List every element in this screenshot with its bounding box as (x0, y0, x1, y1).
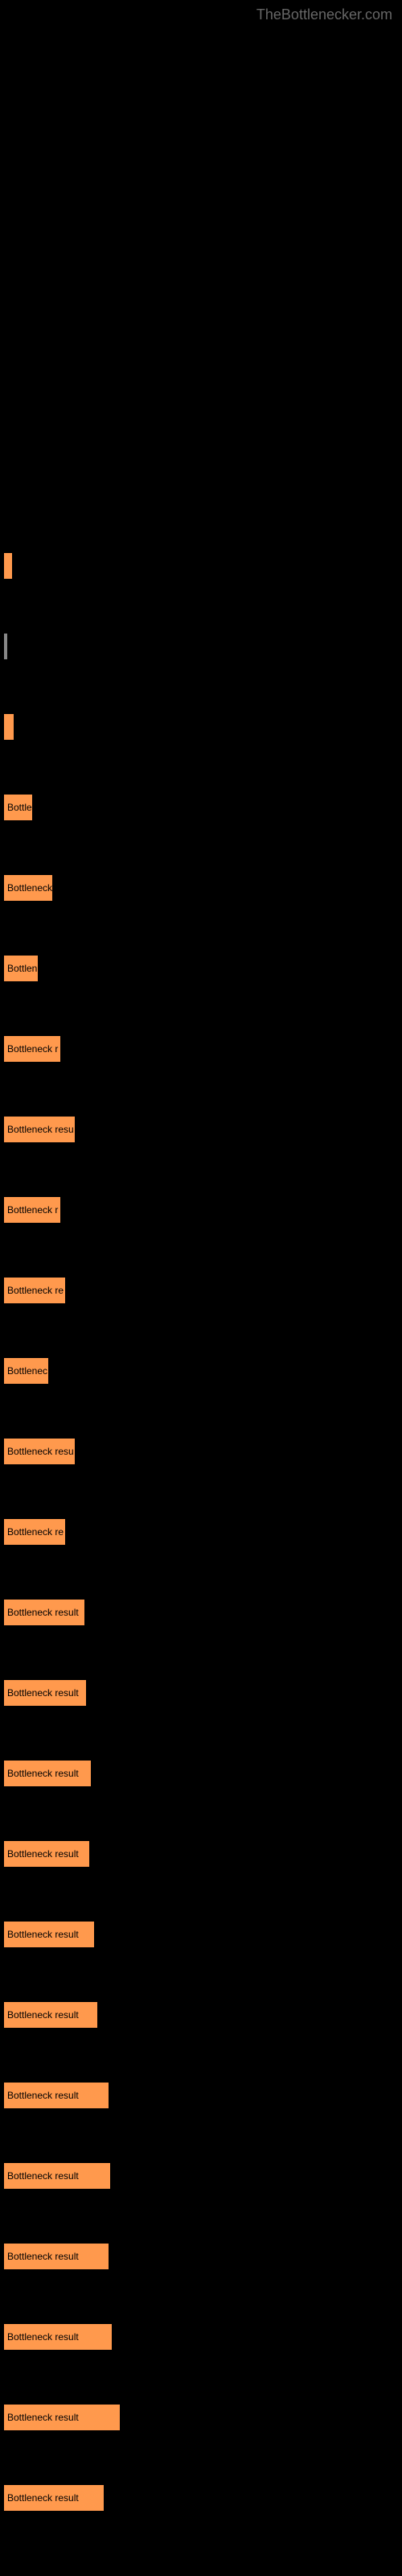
bar-row: Bottleneck result (4, 2002, 402, 2028)
bar: Bottleneck (4, 875, 52, 901)
bar-row: Bottleneck result (4, 1841, 402, 1867)
bar-row: Bottleneck result (4, 2244, 402, 2269)
bar: Bottleneck result (4, 1922, 94, 1947)
bar-row: Bottleneck resu (4, 1117, 402, 1142)
bar-row: Bottlen (4, 956, 402, 981)
bar: Bottleneck result (4, 1680, 86, 1706)
bar-row: Bottleneck re (4, 1519, 402, 1545)
bar: Bottleneck result (4, 2405, 120, 2430)
bar: Bottleneck resu (4, 1117, 75, 1142)
bar-row: Bottleneck (4, 875, 402, 901)
bar-row: Bottleneck result (4, 2405, 402, 2430)
bar-row: Bottle (4, 795, 402, 820)
bar-row: Bottleneck result (4, 2163, 402, 2189)
bar-row: Bottleneck result (4, 1680, 402, 1706)
bar-row: Bottleneck r (4, 1197, 402, 1223)
bar-row: Bottleneck result (4, 1600, 402, 1625)
bar: Bottleneck result (4, 1841, 89, 1867)
bar: Bottleneck result (4, 1600, 84, 1625)
bar: Bottleneck re (4, 1519, 65, 1545)
bar-row: Bottleneck resu (4, 1439, 402, 1464)
bar: Bottleneck result (4, 2002, 97, 2028)
watermark: TheBottlenecker.com (0, 0, 402, 30)
bar (4, 714, 14, 740)
bar: Bottleneck r (4, 1197, 60, 1223)
chart-container: Bottle Bottleneck Bottlen Bottleneck r Bottl… (0, 553, 402, 2511)
bar (4, 634, 7, 659)
bar: Bottleneck resu (4, 1439, 75, 1464)
bar-row: Bottleneck r (4, 1036, 402, 1062)
bar-row: Bottleneck result (4, 1761, 402, 1786)
bar-row (4, 714, 402, 740)
bar: Bottleneck r (4, 1036, 60, 1062)
bar: Bottleneck result (4, 2485, 104, 2511)
bar: Bottleneck result (4, 1761, 91, 1786)
bar: Bottleneck result (4, 2244, 109, 2269)
bar: Bottlen (4, 956, 38, 981)
bar-row: Bottlenec (4, 1358, 402, 1384)
bar-row: Bottleneck re (4, 1278, 402, 1303)
bar-row (4, 553, 402, 579)
bar-row: Bottleneck result (4, 2083, 402, 2108)
bar: Bottle (4, 795, 32, 820)
bar (4, 553, 12, 579)
bar-row: Bottleneck result (4, 2324, 402, 2350)
bar: Bottleneck result (4, 2083, 109, 2108)
bar-row: Bottleneck result (4, 1922, 402, 1947)
bar-row: Bottleneck result (4, 2485, 402, 2511)
bar: Bottleneck re (4, 1278, 65, 1303)
bar-row (4, 634, 402, 659)
bar: Bottleneck result (4, 2324, 112, 2350)
top-spacer (0, 30, 402, 553)
bar: Bottlenec (4, 1358, 48, 1384)
bar: Bottleneck result (4, 2163, 110, 2189)
